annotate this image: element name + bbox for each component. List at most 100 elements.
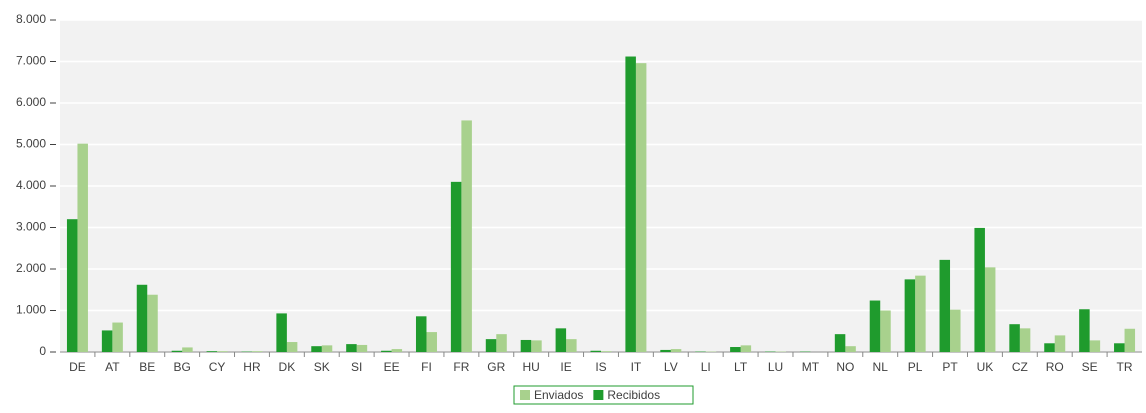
x-tick-label: FR [453, 360, 469, 374]
bar [182, 347, 193, 352]
bar [346, 344, 357, 352]
x-tick-label: LT [734, 360, 748, 374]
bar [251, 351, 263, 352]
bar [77, 143, 88, 352]
x-tick-label: SE [1082, 360, 1098, 374]
bar [1089, 340, 1101, 352]
x-tick-label: IS [595, 360, 606, 374]
bar [1079, 309, 1090, 352]
bar [730, 347, 741, 352]
y-tick-label: 8.000 [16, 12, 46, 26]
x-tick-label: AT [105, 360, 120, 374]
bar [66, 219, 78, 352]
bar [1124, 328, 1136, 352]
bar [206, 351, 218, 352]
x-tick-label: UK [977, 360, 994, 374]
bar [321, 345, 333, 352]
bar [1019, 328, 1031, 352]
x-tick-label: GR [487, 360, 505, 374]
bar [112, 322, 123, 352]
legend-label: Enviados [534, 388, 583, 402]
x-tick-label: IT [631, 360, 642, 374]
x-tick-label: IE [560, 360, 571, 374]
bar [904, 279, 916, 352]
bar [391, 349, 403, 352]
bar [136, 284, 148, 352]
bar [834, 334, 846, 352]
bar [1009, 324, 1020, 352]
x-tick-label: FI [421, 360, 432, 374]
bar [880, 310, 891, 352]
y-tick-label: 6.000 [16, 95, 46, 109]
bar [101, 330, 113, 352]
bar [171, 350, 183, 352]
x-tick-label: LU [768, 360, 783, 374]
bar [1044, 343, 1055, 352]
bar [147, 294, 158, 352]
x-tick-label: LI [701, 360, 711, 374]
bar [356, 344, 368, 352]
bar [566, 339, 577, 352]
bar [496, 334, 507, 352]
y-tick-label: 7.000 [16, 54, 46, 68]
y-tick-label: 3.000 [16, 220, 46, 234]
x-tick-label: DE [69, 360, 86, 374]
bar [939, 259, 951, 352]
y-tick-label: 0 [39, 344, 46, 358]
x-tick-label: EE [384, 360, 400, 374]
legend-swatch [593, 390, 604, 400]
y-tick-label: 2.000 [16, 261, 46, 275]
y-tick-label: 5.000 [16, 137, 46, 151]
bar [311, 346, 322, 352]
bar [485, 339, 497, 352]
y-tick-label: 1.000 [16, 303, 46, 317]
x-tick-label: CY [209, 360, 226, 374]
bar [555, 328, 567, 352]
x-tick-label: DK [279, 360, 296, 374]
x-tick-label: BE [139, 360, 155, 374]
bar [461, 120, 472, 353]
x-tick-label: SK [314, 360, 330, 374]
bar [625, 56, 636, 353]
bar [450, 181, 462, 352]
bar [635, 63, 647, 352]
x-tick-label: CZ [1012, 360, 1028, 374]
legend-swatch [520, 390, 530, 400]
bar [670, 349, 682, 352]
bar [1114, 343, 1125, 352]
x-tick-label: HU [523, 360, 540, 374]
x-tick-label: TR [1117, 360, 1133, 374]
x-tick-label: PT [942, 360, 958, 374]
legend-box [513, 385, 694, 405]
bar [520, 339, 532, 352]
x-tick-label: LV [664, 360, 678, 374]
bar [381, 350, 392, 352]
y-tick-label: 4.000 [16, 178, 46, 192]
x-tick-label: NL [873, 360, 889, 374]
bar [415, 316, 427, 352]
bar [950, 309, 961, 352]
x-tick-label: HR [243, 360, 261, 374]
x-tick-label: PL [908, 360, 923, 374]
x-tick-label: NO [836, 360, 854, 374]
legend-label: Recibidos [607, 388, 660, 402]
bar [660, 349, 671, 352]
bar [845, 346, 856, 352]
bar [286, 342, 298, 352]
x-tick-label: BG [173, 360, 190, 374]
bar [276, 313, 287, 352]
bar [1054, 335, 1066, 352]
bar [531, 340, 542, 352]
bar [869, 300, 881, 352]
bar [426, 332, 437, 352]
bar [217, 351, 228, 352]
x-tick-label: RO [1046, 360, 1064, 374]
bar [740, 345, 752, 352]
bar [984, 267, 996, 352]
x-tick-label: SI [351, 360, 362, 374]
bar [590, 350, 601, 352]
bar [601, 351, 612, 352]
bar [915, 275, 926, 352]
bar [974, 227, 985, 352]
